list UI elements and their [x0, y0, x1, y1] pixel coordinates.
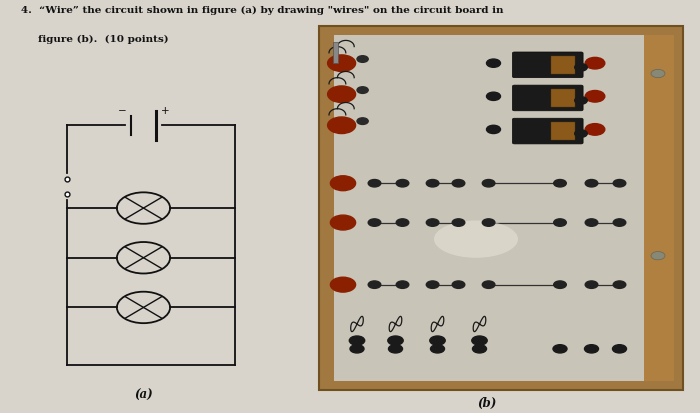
Circle shape: [585, 180, 598, 188]
Text: (b): (b): [477, 396, 496, 409]
Circle shape: [613, 281, 626, 289]
Circle shape: [328, 118, 356, 134]
Circle shape: [330, 176, 356, 191]
FancyBboxPatch shape: [512, 53, 583, 78]
Circle shape: [430, 345, 444, 353]
Circle shape: [613, 180, 626, 188]
Circle shape: [452, 180, 465, 188]
Circle shape: [575, 97, 587, 105]
Circle shape: [349, 336, 365, 345]
Circle shape: [482, 281, 495, 289]
Circle shape: [585, 91, 605, 103]
Circle shape: [585, 219, 598, 227]
Circle shape: [426, 180, 439, 188]
Circle shape: [651, 70, 665, 78]
Bar: [551, 57, 575, 74]
Circle shape: [554, 180, 566, 188]
Circle shape: [368, 219, 381, 227]
Circle shape: [585, 58, 605, 70]
Text: +: +: [161, 105, 169, 115]
Circle shape: [396, 281, 409, 289]
Circle shape: [613, 219, 626, 227]
Circle shape: [486, 126, 500, 134]
Circle shape: [486, 93, 500, 101]
Circle shape: [389, 345, 402, 353]
Circle shape: [553, 345, 567, 353]
Circle shape: [357, 119, 368, 125]
Text: −: −: [118, 105, 126, 115]
Bar: [551, 123, 575, 140]
Bar: [551, 90, 575, 107]
Circle shape: [575, 64, 587, 72]
Circle shape: [612, 345, 626, 353]
Circle shape: [430, 336, 445, 345]
FancyBboxPatch shape: [512, 119, 583, 145]
Circle shape: [486, 60, 500, 68]
Bar: [644, 36, 674, 381]
Text: (a): (a): [134, 388, 153, 401]
Circle shape: [330, 278, 356, 292]
Circle shape: [554, 281, 566, 289]
Circle shape: [554, 219, 566, 227]
Circle shape: [575, 131, 587, 138]
Circle shape: [368, 180, 381, 188]
Circle shape: [482, 219, 495, 227]
Ellipse shape: [434, 221, 518, 258]
Circle shape: [350, 345, 364, 353]
Circle shape: [357, 88, 368, 94]
Circle shape: [584, 345, 598, 353]
FancyBboxPatch shape: [512, 86, 583, 112]
Circle shape: [482, 180, 495, 188]
Circle shape: [396, 180, 409, 188]
Circle shape: [388, 336, 403, 345]
Circle shape: [396, 219, 409, 227]
Circle shape: [426, 219, 439, 227]
Bar: [332, 43, 338, 64]
Circle shape: [357, 57, 368, 63]
Circle shape: [651, 252, 665, 260]
Circle shape: [330, 216, 356, 230]
Circle shape: [452, 219, 465, 227]
Circle shape: [452, 281, 465, 289]
Circle shape: [585, 281, 598, 289]
Circle shape: [472, 336, 487, 345]
Circle shape: [585, 124, 605, 136]
Circle shape: [368, 281, 381, 289]
Circle shape: [426, 281, 439, 289]
Circle shape: [328, 87, 356, 103]
Text: figure (b).  (10 points): figure (b). (10 points): [38, 35, 169, 44]
Bar: [334, 36, 667, 381]
Text: 4.  “Wire” the circuit shown in figure (a) by drawing "wires" on the circuit boa: 4. “Wire” the circuit shown in figure (a…: [21, 6, 503, 15]
Circle shape: [473, 345, 486, 353]
Bar: [318, 27, 682, 390]
Circle shape: [328, 56, 356, 72]
